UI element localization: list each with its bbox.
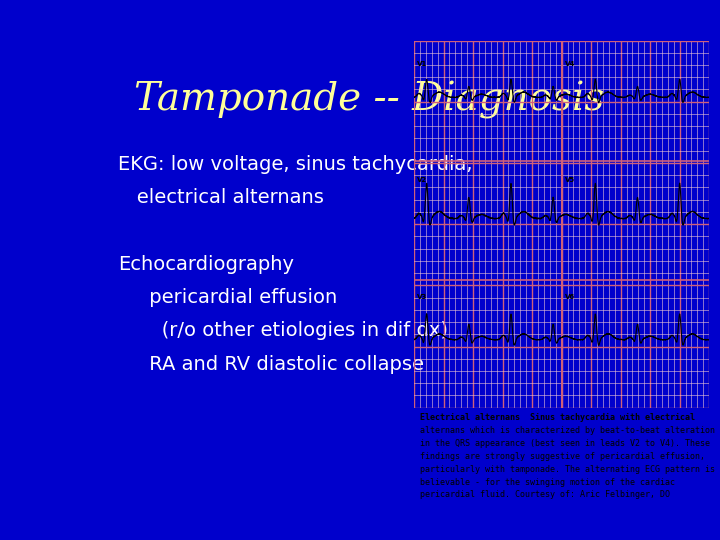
Text: V1: V1 [417,61,427,67]
Text: in the QRS appearance (best seen in leads V2 to V4). These: in the QRS appearance (best seen in lead… [420,439,710,448]
Text: EKG: low voltage, sinus tachycardia,: EKG: low voltage, sinus tachycardia, [118,155,472,174]
Text: V3: V3 [417,294,427,300]
Text: (r/o other etiologies in dif dx): (r/o other etiologies in dif dx) [118,321,448,340]
Text: V5: V5 [564,177,575,183]
Text: V6: V6 [564,294,575,300]
Text: V2: V2 [417,177,427,183]
Text: particularly with tamponade. The alternating ECG pattern is: particularly with tamponade. The alterna… [420,465,715,474]
Text: Echocardiography: Echocardiography [118,255,294,274]
Text: RA and RV diastolic collapse: RA and RV diastolic collapse [118,355,424,374]
Text: Electrical alternans  Sinus tachycardia with electrical: Electrical alternans Sinus tachycardia w… [420,414,695,422]
Text: pericardial fluid. Courtesy of: Aric Felbinger, DO: pericardial fluid. Courtesy of: Aric Fel… [420,490,670,500]
Text: V4: V4 [564,61,575,67]
Text: electrical alternans: electrical alternans [118,188,324,207]
Text: Tamponade -- Diagnosis: Tamponade -- Diagnosis [134,81,604,119]
Text: findings are strongly suggestive of pericardial effusion,: findings are strongly suggestive of peri… [420,452,705,461]
Text: believable - for the swinging motion of the cardiac: believable - for the swinging motion of … [420,477,675,487]
Text: alternans which is characterized by beat-to-beat alteration: alternans which is characterized by beat… [420,426,715,435]
Text: pericardial effusion: pericardial effusion [118,288,337,307]
